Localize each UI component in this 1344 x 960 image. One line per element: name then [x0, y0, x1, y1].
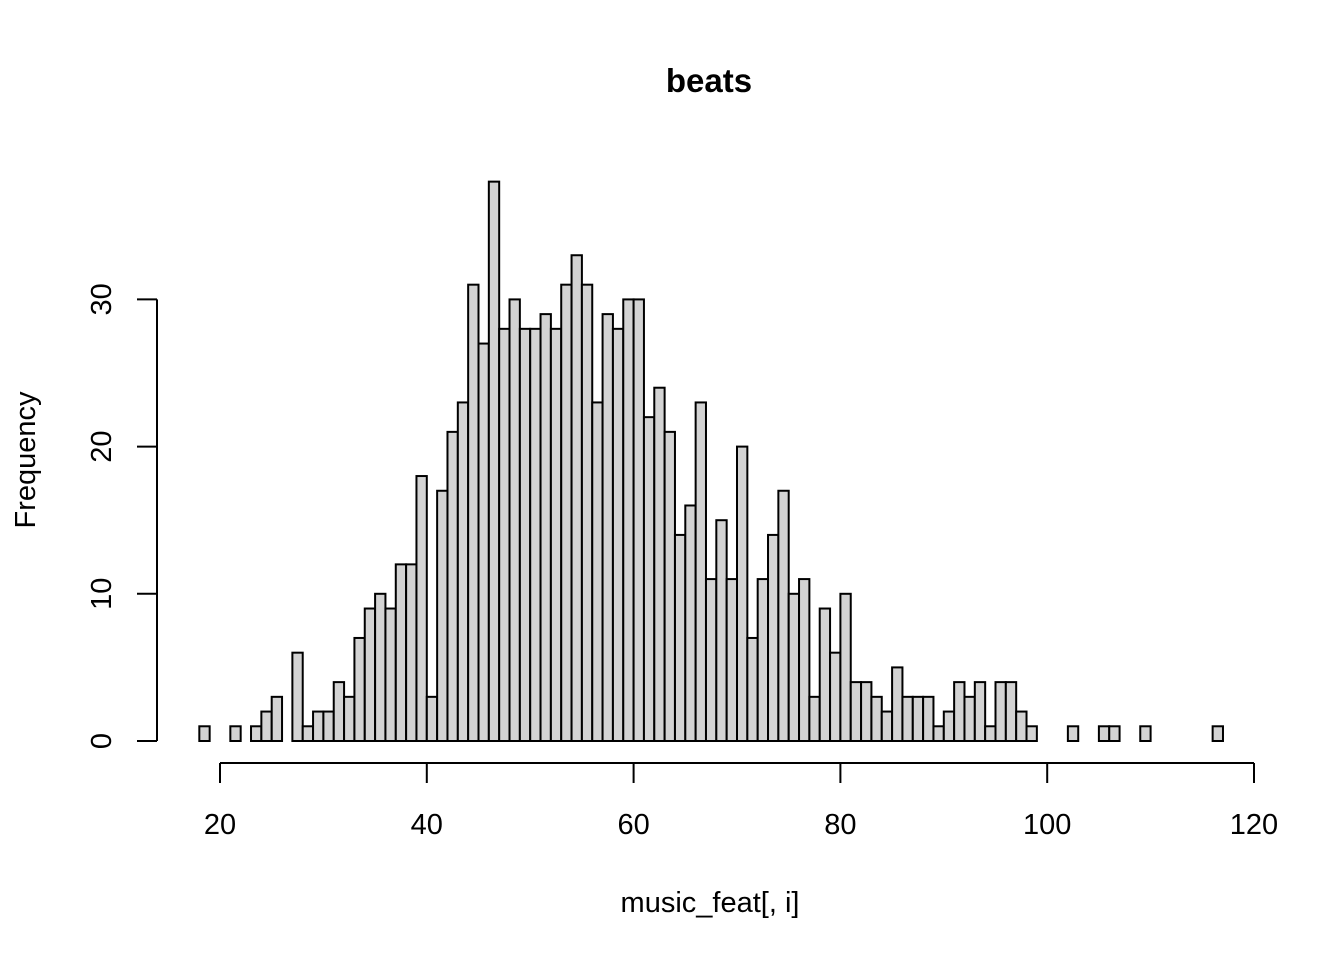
y-tick-label: 10: [86, 578, 118, 610]
histogram-bar: [756, 578, 770, 743]
histogram-bar: [353, 636, 366, 743]
histogram-bar: [798, 578, 811, 743]
histogram-bar: [229, 725, 242, 743]
x-tick-label: 80: [824, 809, 856, 841]
histogram-bar: [715, 519, 728, 743]
histogram-bar: [942, 710, 956, 742]
histogram-bar: [818, 607, 832, 743]
y-axis: 0 10 20 30: [86, 283, 158, 749]
histogram-bar: [901, 695, 914, 743]
y-tick-label: 0: [86, 733, 118, 749]
histogram-bar: [870, 695, 883, 743]
x-tick-label: 20: [204, 809, 236, 841]
histogram-bar: [312, 710, 325, 742]
x-tick-label: 100: [1023, 809, 1071, 841]
histogram-bar: [487, 180, 501, 742]
histogram-bar: [973, 681, 987, 742]
histogram-bar: [1004, 681, 1018, 742]
histogram-bar: [270, 695, 284, 743]
histogram-bar: [787, 592, 801, 742]
histogram-bar: [436, 489, 449, 743]
histogram-bar: [953, 681, 966, 742]
histogram-bar: [405, 563, 418, 742]
histogram-bar: [963, 695, 976, 743]
histogram-bar: [332, 681, 346, 742]
histogram-bar: [632, 298, 645, 742]
histogram-bar: [663, 430, 676, 742]
histogram-bar: [746, 636, 759, 743]
histogram-bar: [363, 607, 377, 743]
histogram-bar: [322, 710, 335, 742]
histogram-bar: [829, 651, 842, 742]
histogram-bar: [1025, 725, 1038, 743]
histogram-bar: [880, 710, 894, 742]
chart-title: beats: [666, 62, 752, 99]
histogram-bar: [932, 725, 945, 743]
histogram-bar: [591, 401, 604, 742]
histogram-bar: [653, 386, 666, 742]
histogram-bar: [560, 283, 573, 742]
histogram-bar: [539, 313, 552, 742]
histogram-bar: [911, 695, 925, 743]
histogram-bar: [849, 681, 863, 742]
histogram-bar: [198, 725, 211, 743]
histogram-bar: [1097, 725, 1111, 743]
histogram-bar: [777, 489, 790, 743]
histogram-bar: [673, 533, 687, 742]
histogram-bar: [1139, 725, 1152, 743]
histogram-bar: [508, 298, 521, 742]
x-axis: 20 40 60 80 100 120: [204, 762, 1278, 841]
x-tick-label: 120: [1230, 809, 1278, 841]
histogram-bar: [529, 327, 542, 742]
y-tick-label: 20: [86, 430, 118, 462]
histogram-bar: [1211, 725, 1224, 743]
histogram-bar: [808, 695, 821, 743]
y-tick-label: 30: [86, 283, 118, 315]
histogram-bar: [1108, 725, 1121, 743]
histogram-bar: [456, 401, 470, 742]
histogram-bar: [694, 401, 707, 742]
histogram-bar: [860, 681, 873, 742]
histogram-bar: [301, 725, 315, 743]
histogram-bar: [467, 283, 480, 742]
histogram-bar: [684, 504, 697, 743]
histogram-bar: [994, 681, 1007, 742]
histogram-bar: [518, 327, 532, 742]
histogram-bar: [570, 254, 583, 743]
histogram-bar: [415, 475, 428, 742]
bars-group: [198, 180, 1224, 743]
histogram-bar: [725, 578, 738, 743]
histogram-bar: [891, 666, 904, 743]
histogram-bar: [394, 563, 408, 742]
histogram-bar: [922, 695, 935, 743]
histogram-bar: [704, 578, 718, 743]
histogram-bar: [839, 592, 852, 742]
histogram-bar: [984, 725, 997, 743]
x-tick-label: 60: [617, 809, 649, 841]
histogram-bar: [260, 710, 273, 742]
histogram-bar: [343, 695, 356, 743]
histogram-bar: [291, 651, 304, 742]
histogram-bar: [498, 327, 511, 742]
histogram-bar: [611, 327, 625, 742]
x-tick-label: 40: [411, 809, 443, 841]
histogram-bar: [601, 313, 614, 742]
histogram-bar: [250, 725, 263, 743]
histogram-bar: [549, 327, 563, 742]
histogram-bar: [384, 607, 397, 743]
histogram-bar: [642, 416, 656, 742]
histogram-bar: [1066, 725, 1080, 743]
histogram-bar: [477, 342, 490, 742]
histogram-bar: [580, 283, 594, 742]
histogram-bar: [374, 592, 387, 742]
y-axis-label: Frequency: [10, 391, 42, 529]
x-axis-label: music_feat[, i]: [621, 887, 800, 919]
histogram-bar: [446, 430, 459, 742]
histogram-bar: [767, 533, 780, 742]
histogram-bar: [622, 298, 635, 742]
histogram-bar: [736, 445, 749, 742]
histogram-bar: [425, 695, 439, 743]
histogram-bar: [1015, 710, 1028, 742]
